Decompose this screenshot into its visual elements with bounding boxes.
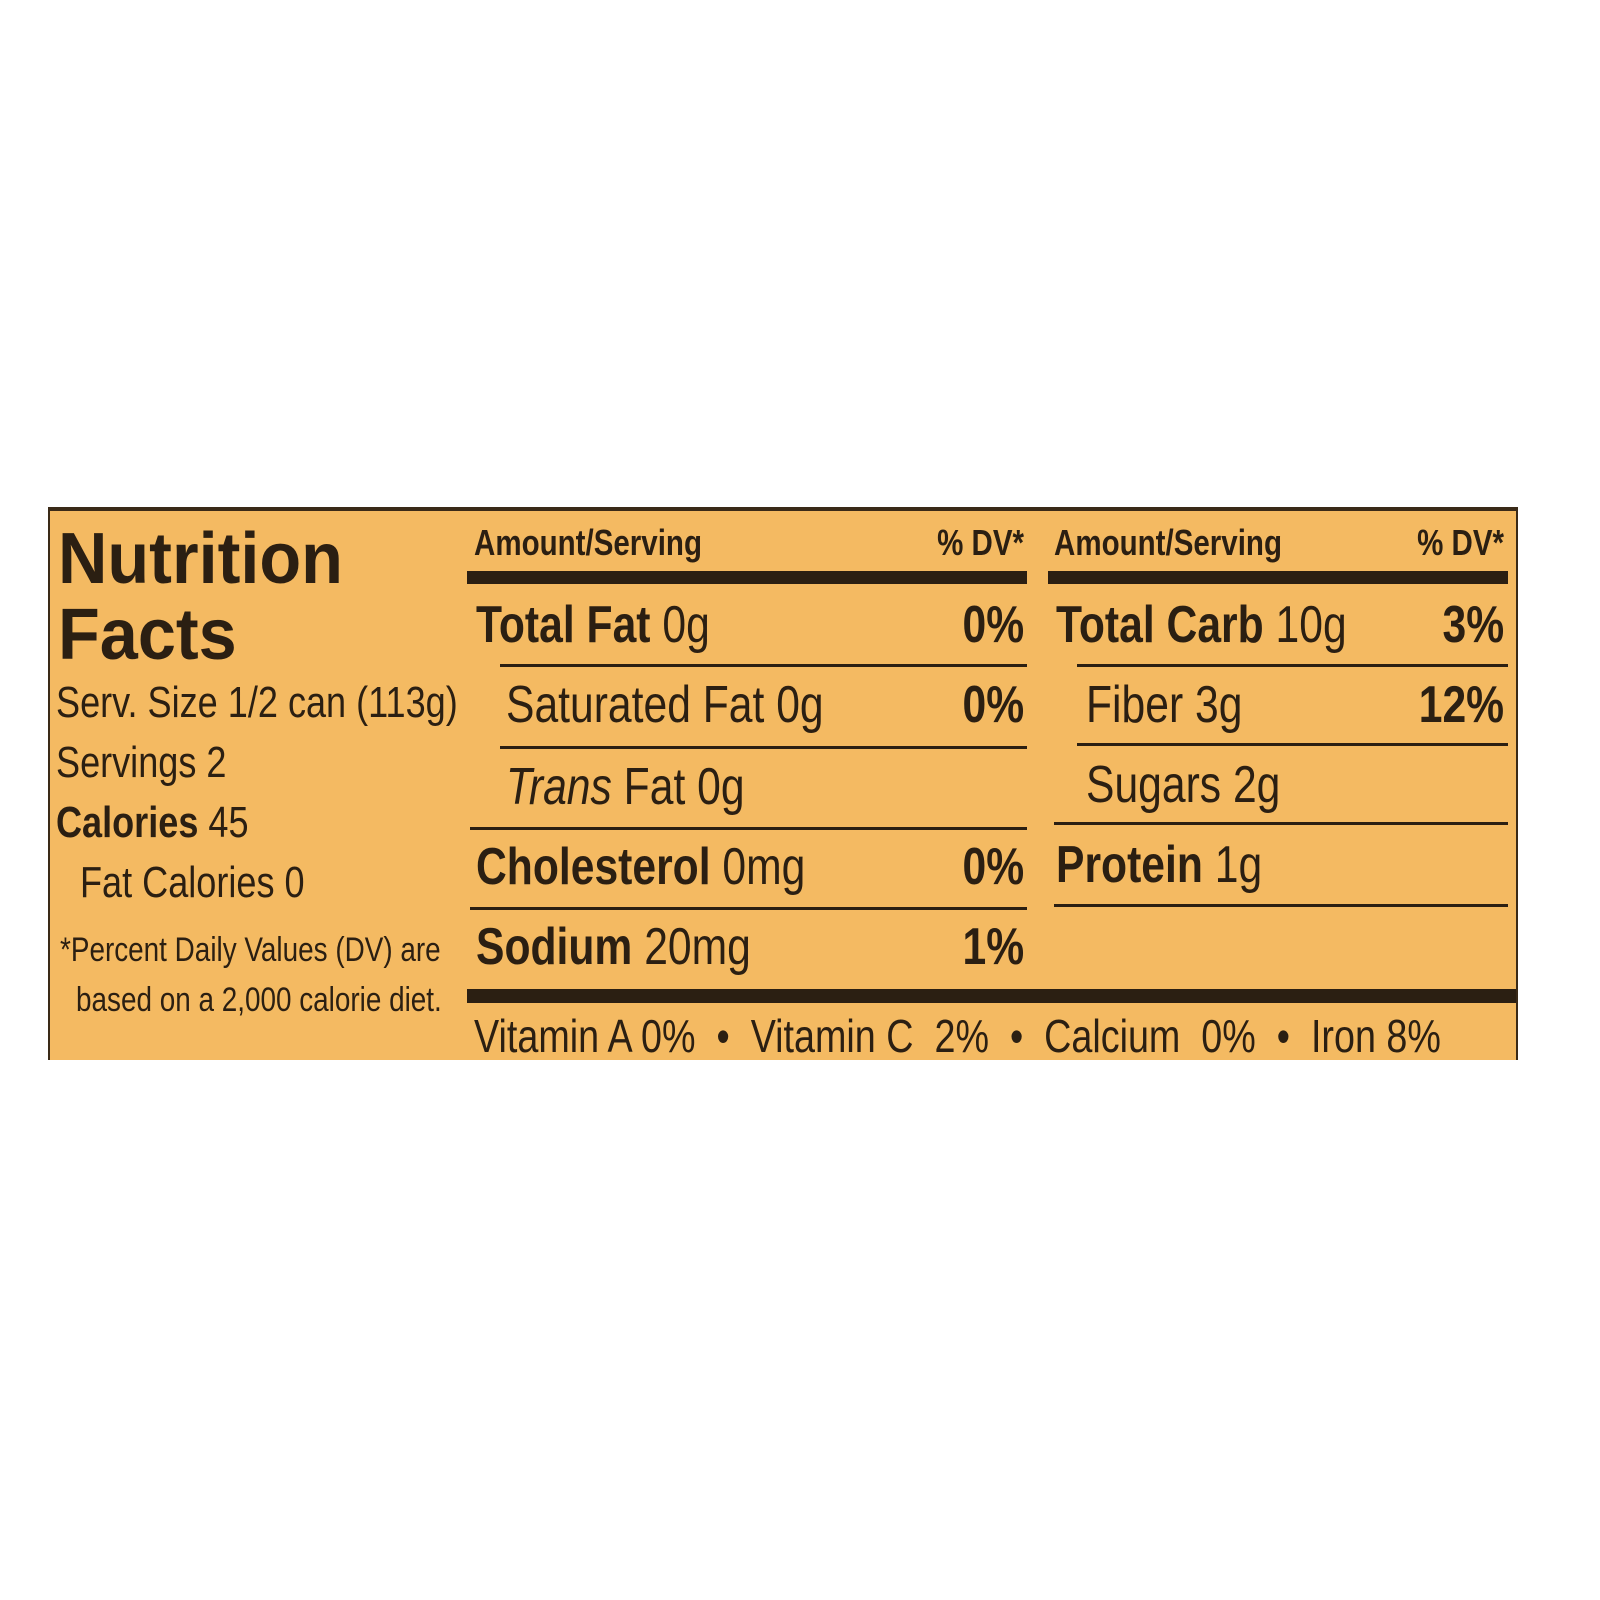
rule xyxy=(500,746,1027,749)
dv-saturated-fat: 0% xyxy=(962,676,1024,734)
header-amount-right: Amount/Serving xyxy=(1054,522,1282,563)
title-nutrition: Nutrition xyxy=(58,519,343,599)
rule xyxy=(1077,664,1508,667)
row-total-carb: Total Carb 10g xyxy=(1056,596,1347,654)
row-saturated-fat: Saturated Fat 0g xyxy=(506,676,824,734)
row-total-fat: Total Fat 0g xyxy=(476,596,710,654)
dv-total-fat: 0% xyxy=(962,596,1024,654)
row-sugars: Sugars 2g xyxy=(1086,756,1281,814)
rule xyxy=(1054,822,1508,825)
rule xyxy=(500,664,1027,667)
dv-fiber: 12% xyxy=(1418,676,1504,734)
footnote-line1: *Percent Daily Values (DV) are xyxy=(60,931,441,969)
nutrition-facts-label: Nutrition Facts Serv. Size 1/2 can (113g… xyxy=(48,507,1518,1060)
rule xyxy=(470,827,1027,830)
header-amount-left: Amount/Serving xyxy=(474,522,702,563)
dv-sodium: 1% xyxy=(962,918,1024,976)
row-cholesterol: Cholesterol 0mg xyxy=(476,838,806,896)
header-dv-left: % DV* xyxy=(937,522,1024,563)
row-sodium: Sodium 20mg xyxy=(476,918,751,976)
dv-total-carb: 3% xyxy=(1442,596,1504,654)
row-fiber: Fiber 3g xyxy=(1086,676,1243,734)
row-protein: Protein 1g xyxy=(1056,836,1263,894)
thick-rule xyxy=(1048,571,1508,584)
servings: Servings 2 xyxy=(56,738,227,787)
rule xyxy=(1077,743,1508,746)
thick-rule xyxy=(467,571,1027,584)
serving-size: Serv. Size 1/2 can (113g) xyxy=(56,678,458,727)
dv-cholesterol: 0% xyxy=(962,838,1024,896)
row-trans-fat: Trans Fat 0g xyxy=(506,758,745,816)
thick-rule-bottom xyxy=(467,989,1516,1003)
fat-calories: Fat Calories 0 xyxy=(80,858,305,907)
footnote-line2: based on a 2,000 calorie diet. xyxy=(76,981,442,1019)
header-dv-right: % DV* xyxy=(1417,522,1504,563)
calories: Calories 45 xyxy=(56,801,249,845)
calories-value: 45 xyxy=(208,798,249,847)
vitamins-row: Vitamin A 0% • Vitamin C 2% • Calcium 0%… xyxy=(474,1010,1441,1062)
title-facts: Facts xyxy=(58,595,237,675)
rule xyxy=(470,907,1027,910)
calories-label: Calories xyxy=(56,798,199,847)
rule xyxy=(1054,904,1508,907)
